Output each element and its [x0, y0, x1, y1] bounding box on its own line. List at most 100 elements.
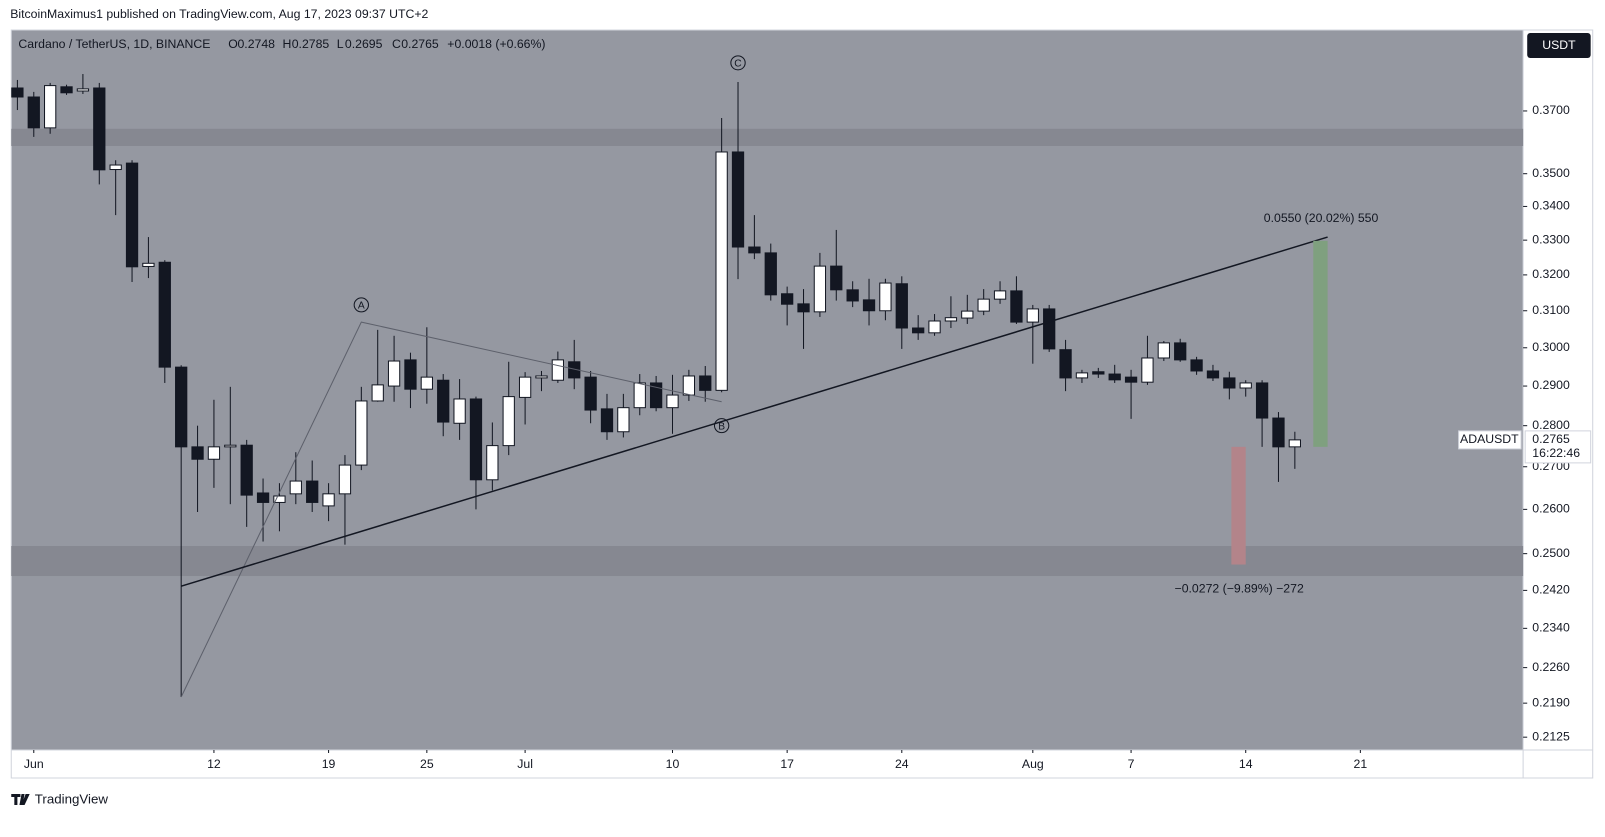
candle-body [813, 265, 827, 313]
candle-body [1272, 417, 1285, 448]
candle-body [142, 262, 155, 267]
y-tick-label: 0.3700 [1532, 103, 1570, 117]
candle-body [1124, 376, 1138, 383]
candle-body [1092, 371, 1105, 375]
symbol-tag-label: ADAUSDT [1460, 432, 1519, 446]
y-tick-label: 0.2125 [1532, 729, 1570, 743]
ohlc-l-label: L [337, 37, 344, 51]
candle-body [1239, 382, 1252, 389]
y-tick-label: 0.2900 [1532, 378, 1570, 392]
candle-body [1206, 370, 1220, 379]
candle-body [1010, 290, 1023, 323]
measure-box [1231, 446, 1246, 565]
x-tick-label: 17 [780, 757, 794, 771]
chart-border [10, 29, 1594, 779]
x-tick-label: 10 [666, 757, 680, 771]
candle-body [1141, 357, 1154, 383]
candle-body [731, 151, 745, 248]
candle-body [93, 87, 106, 171]
candle-body [502, 396, 515, 447]
candle-body [617, 407, 630, 433]
y-tick-label: 0.3100 [1532, 303, 1570, 317]
wave-line [180, 321, 722, 698]
candle-body [175, 366, 188, 448]
candle-body [109, 164, 122, 171]
candle-body [240, 444, 253, 496]
symbol-tag [1458, 430, 1522, 450]
candle-body [1190, 359, 1203, 372]
candle-body [420, 376, 433, 390]
candle-body [944, 317, 958, 322]
ohlc-o: 0.2748 [237, 37, 275, 51]
y-tick-label: 0.2800 [1532, 418, 1570, 432]
candle-body [830, 265, 843, 291]
candle-body [846, 289, 859, 302]
y-tick-label: 0.2190 [1532, 695, 1570, 709]
candle-body [486, 445, 499, 481]
y-tick-label: 0.3400 [1532, 199, 1570, 213]
candle-body [764, 252, 777, 296]
candle-body [1108, 373, 1121, 381]
ohlc-h: 0.2785 [292, 37, 330, 51]
y-tick-label: 0.2420 [1532, 583, 1570, 597]
candle-body [584, 376, 597, 411]
published-line: BitcoinMaximus1 published on TradingView… [10, 7, 428, 21]
y-tick-label: 0.2260 [1532, 660, 1570, 674]
price-tag-value: 0.2765 [1532, 432, 1570, 446]
candle-body [1043, 308, 1056, 350]
candle-body [781, 293, 794, 305]
y-tick-label: 0.2340 [1532, 621, 1570, 635]
candle-body [977, 298, 990, 312]
currency-label: USDT [1542, 38, 1576, 52]
candle-body [518, 376, 532, 398]
x-tick-label: 25 [420, 757, 434, 771]
x-tick-label: Aug [1022, 757, 1044, 771]
y-tick-label: 0.3200 [1532, 267, 1570, 281]
candle-body [207, 446, 221, 460]
candle-body [44, 85, 57, 129]
candle-body [699, 375, 712, 391]
price-tag-countdown: 16:22:46 [1532, 446, 1580, 460]
plot-area: 0.3700 0.3500 0.3400 0.3300 0.3200 0.3100 0.30… [10, 29, 1594, 779]
candle-body [879, 282, 892, 312]
candle-body [27, 96, 40, 129]
wave-label-circle [730, 55, 746, 71]
candle-body [453, 398, 466, 424]
candle-body [355, 400, 368, 466]
y-tick-label: 0.3500 [1532, 166, 1570, 180]
candle-body [797, 303, 810, 313]
candle-body [387, 360, 401, 387]
y-tick-label: 0.2500 [1532, 546, 1570, 560]
currency-button[interactable] [1527, 33, 1591, 58]
candle-body [1255, 382, 1269, 419]
wave-label: B [718, 421, 725, 432]
candle-body [60, 86, 73, 94]
x-tick-label: 12 [207, 757, 221, 771]
candle-body [535, 375, 548, 379]
candle-body [322, 493, 335, 507]
x-tick-label: 24 [895, 757, 909, 771]
candle-body [404, 359, 417, 390]
candle-body [273, 495, 286, 503]
candle-body [371, 384, 384, 402]
candle-body [912, 327, 925, 334]
candle-body [125, 162, 139, 268]
candle-body [551, 359, 565, 381]
candle-body [649, 382, 663, 409]
candle-body [895, 283, 908, 329]
candle-body [993, 290, 1007, 300]
candle-body [289, 480, 302, 495]
measure-label: −0.0272 (−9.89%) −272 [1175, 582, 1304, 596]
x-tick-label: 19 [322, 757, 336, 771]
candle-body [306, 480, 319, 503]
candle-body [1157, 342, 1170, 359]
candle-body [666, 394, 679, 409]
wave-label: C [734, 59, 741, 70]
wave-label: A [358, 301, 365, 312]
candle-body [1223, 377, 1236, 389]
candle-body [11, 87, 24, 98]
wave-label-circle [713, 418, 730, 434]
candle-body [1075, 372, 1089, 379]
candle-body [256, 492, 270, 503]
